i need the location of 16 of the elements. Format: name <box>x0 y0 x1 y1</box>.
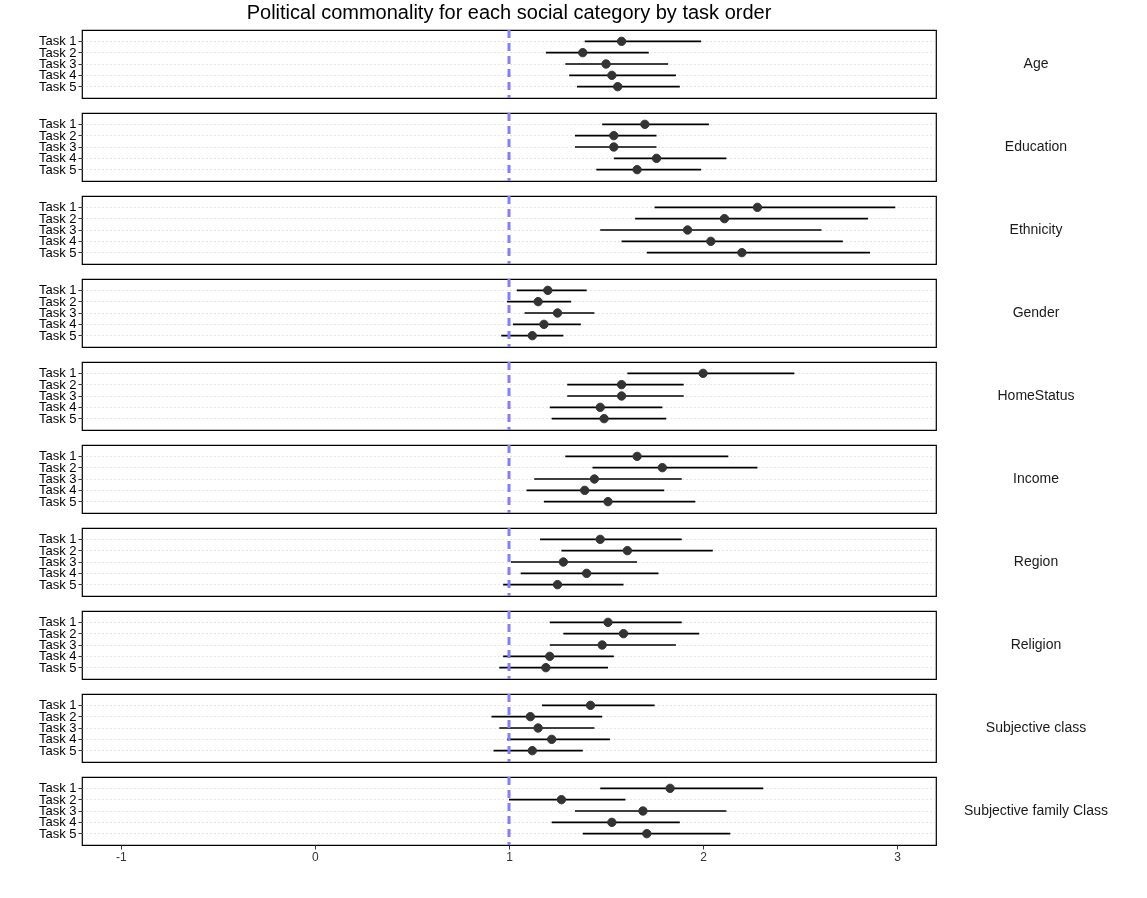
x-tick-label: -1 <box>115 849 127 864</box>
y2-axis-title: Region <box>1013 553 1059 569</box>
y2-axis-title: Gender <box>1012 304 1060 320</box>
y2-axis-title: Subjective class <box>985 719 1087 735</box>
x-tick-label: 1 <box>506 849 514 864</box>
y2-axis-title: Religion <box>1010 636 1062 652</box>
y2-axis-title: Education <box>1004 138 1068 154</box>
y2-axis-title: Income <box>1013 470 1060 486</box>
y2-axis-title: HomeStatus <box>997 387 1075 403</box>
x-tick-label: 0 <box>312 849 320 864</box>
chart-title: Political commonality for each social category by task order <box>246 0 772 23</box>
y2-axis-title: Ethnicity <box>1009 221 1063 237</box>
y2-axis-title: Age <box>1023 55 1049 71</box>
y2-axis-title: Subjective family Class <box>964 802 1108 818</box>
x-tick-label: 2 <box>700 849 708 864</box>
x-tick-label: 3 <box>894 849 902 864</box>
